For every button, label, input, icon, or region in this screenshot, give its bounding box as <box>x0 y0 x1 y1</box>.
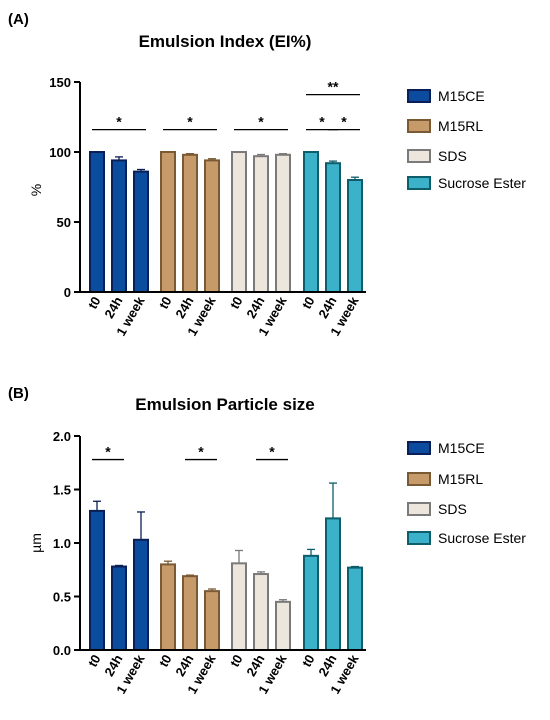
bar <box>111 159 127 293</box>
x-tick-label: t0 <box>299 652 318 670</box>
bar <box>253 155 269 293</box>
bar <box>89 509 105 651</box>
panel-a-title: Emulsion Index (EI%) <box>139 32 312 51</box>
legend-swatch <box>407 149 431 163</box>
x-tick-label: t0 <box>299 294 318 312</box>
x-tick-label: t0 <box>156 294 175 312</box>
bar <box>160 563 176 652</box>
x-tick-label: t0 <box>85 652 104 670</box>
bar <box>204 159 220 293</box>
x-tick-label: t0 <box>156 652 175 670</box>
x-tick-label: t0 <box>227 652 246 670</box>
legend-label: SDS <box>438 148 467 164</box>
bar <box>182 575 198 651</box>
legend-label: M15RL <box>438 471 483 487</box>
significance-label: * <box>116 114 122 130</box>
bar <box>160 151 176 293</box>
bar <box>231 151 247 293</box>
bar <box>253 573 269 652</box>
panel-b-letter: (B) <box>8 385 29 402</box>
bar <box>89 151 105 293</box>
significance-label: * <box>198 444 204 460</box>
significance-label: ** <box>328 79 339 95</box>
bar <box>347 566 363 651</box>
legend-label: Sucrose Ester <box>438 530 526 546</box>
significance-label: * <box>258 114 264 130</box>
x-tick-label: t0 <box>227 294 246 312</box>
legend-label: Sucrose Ester <box>438 175 526 191</box>
legend-swatch <box>407 502 431 516</box>
bar <box>303 554 319 652</box>
legend-swatch <box>407 119 431 133</box>
x-tick-label: t0 <box>85 294 104 312</box>
bar <box>111 565 127 651</box>
panel-a-letter: (A) <box>8 11 29 28</box>
bar <box>325 517 341 652</box>
legend-label: M15CE <box>438 440 485 456</box>
panel-a: (A) Emulsion Index (EI%) % 050100150t024… <box>8 11 526 338</box>
y-tick-label: 100 <box>49 145 71 160</box>
bar <box>303 151 319 293</box>
legend-swatch <box>407 89 431 103</box>
y-tick-label: 50 <box>57 215 71 230</box>
panel-b-ylabel: µm <box>28 533 44 553</box>
significance-label: * <box>105 444 111 460</box>
bar <box>275 153 291 293</box>
legend-label: M15CE <box>438 88 485 104</box>
significance-label: * <box>341 114 347 130</box>
bar <box>347 179 363 293</box>
y-tick-label: 0.5 <box>53 590 71 605</box>
y-tick-label: 0 <box>64 285 71 300</box>
panel-b-title: Emulsion Particle size <box>135 395 315 414</box>
significance-label: * <box>187 114 193 130</box>
significance-label: * <box>319 114 325 130</box>
legend-swatch <box>407 531 431 545</box>
y-tick-label: 150 <box>49 75 71 90</box>
bar <box>275 600 291 651</box>
legend-label: SDS <box>438 501 467 517</box>
y-tick-label: 0.0 <box>53 643 71 658</box>
panel-b: (B) Emulsion Particle size µm 0.0 0.5 1.0 1… <box>8 385 526 696</box>
legend-swatch <box>407 176 431 190</box>
legend-label: M15RL <box>438 118 483 134</box>
bar <box>325 162 341 293</box>
y-tick-label: 1.5 <box>53 483 71 498</box>
bar <box>231 562 247 652</box>
bar <box>204 590 220 652</box>
legend-swatch <box>407 472 431 486</box>
legend-swatch <box>407 441 431 455</box>
bar <box>133 170 149 294</box>
significance-label: * <box>269 444 275 460</box>
y-tick-label: 1.0 <box>53 536 71 551</box>
bar <box>133 538 149 651</box>
panel-a-ylabel: % <box>28 184 44 196</box>
y-tick-label: 2.0 <box>53 429 71 444</box>
bar <box>182 153 198 293</box>
